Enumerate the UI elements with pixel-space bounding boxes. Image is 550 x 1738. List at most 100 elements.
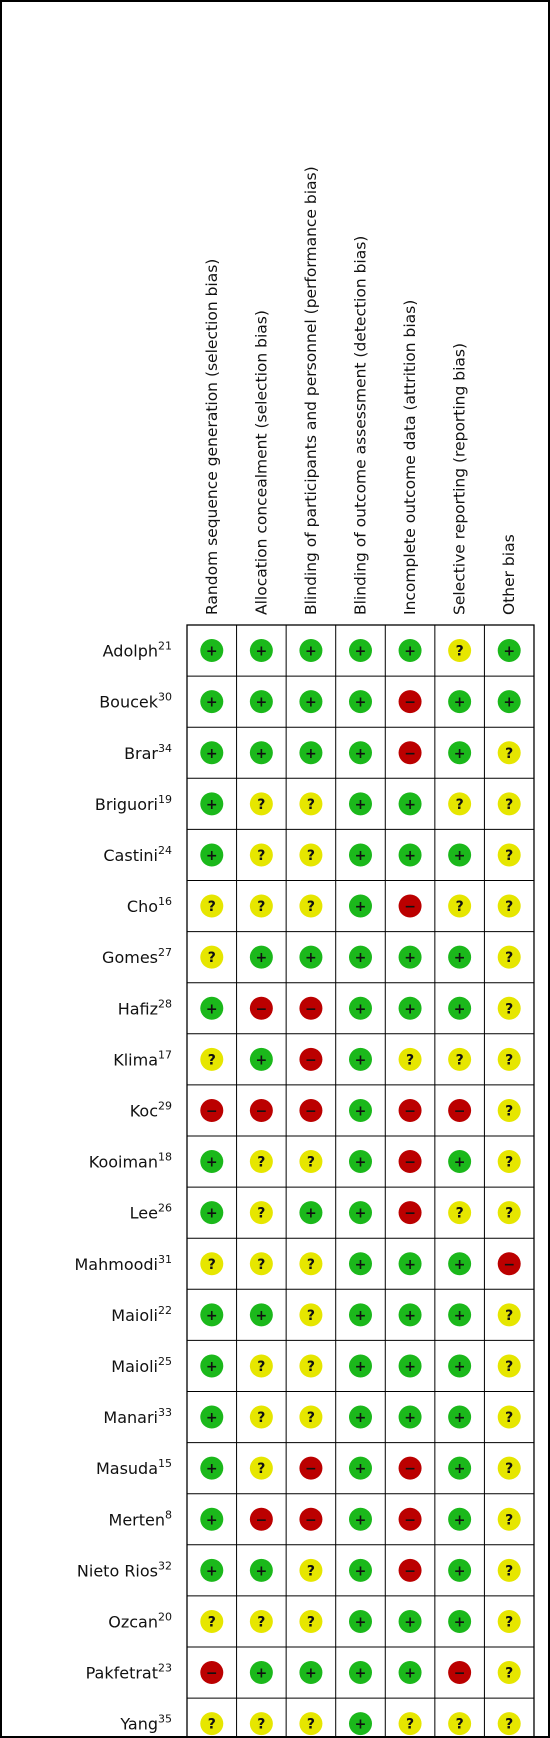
risk-symbol: + bbox=[355, 1666, 367, 1682]
risk-symbol: + bbox=[305, 1206, 317, 1222]
risk-circle bbox=[200, 945, 224, 969]
risk-mark: + bbox=[200, 690, 224, 714]
risk-mark: + bbox=[200, 741, 224, 765]
risk-symbol: ? bbox=[505, 1512, 513, 1528]
risk-symbol: + bbox=[255, 1308, 267, 1324]
risk-symbol: + bbox=[255, 950, 267, 966]
risk-symbol: − bbox=[305, 1001, 317, 1017]
risk-circle bbox=[299, 894, 323, 918]
risk-mark: − bbox=[200, 1661, 224, 1685]
risk-symbol: + bbox=[454, 1257, 466, 1273]
risk-symbol: + bbox=[454, 1308, 466, 1324]
risk-symbol: + bbox=[206, 1206, 218, 1222]
column-headers: Random sequence generation (selection bi… bbox=[203, 166, 518, 615]
grid bbox=[186, 624, 535, 1736]
risk-mark: + bbox=[299, 639, 323, 663]
risk-mark: + bbox=[398, 1661, 422, 1685]
risk-mark: ? bbox=[497, 843, 521, 867]
risk-mark: ? bbox=[497, 1098, 521, 1122]
risk-circle bbox=[200, 690, 224, 714]
study-name: Klima bbox=[113, 1050, 158, 1069]
risk-mark: + bbox=[249, 945, 273, 969]
risk-mark: ? bbox=[448, 1712, 472, 1736]
risk-symbol: + bbox=[404, 1666, 416, 1682]
risk-symbol: + bbox=[454, 1001, 466, 1017]
risk-mark: + bbox=[448, 1354, 472, 1378]
study-reference: 21 bbox=[158, 640, 172, 653]
risk-mark: ? bbox=[497, 1456, 521, 1480]
risk-symbol: ? bbox=[307, 899, 315, 915]
risk-symbol: + bbox=[454, 1461, 466, 1477]
study-reference: 28 bbox=[158, 997, 172, 1010]
risk-symbol: ? bbox=[307, 1717, 315, 1733]
risk-circle bbox=[200, 843, 224, 867]
risk-mark: − bbox=[398, 1507, 422, 1531]
risk-symbol: + bbox=[255, 644, 267, 660]
risk-circle bbox=[448, 1303, 472, 1327]
risk-mark: ? bbox=[448, 792, 472, 816]
risk-symbol: − bbox=[404, 1103, 416, 1119]
risk-circle bbox=[348, 1354, 372, 1378]
risk-circle bbox=[249, 1405, 273, 1429]
risk-circle bbox=[497, 1712, 521, 1736]
risk-symbol: + bbox=[355, 1614, 367, 1630]
risk-symbol: ? bbox=[505, 1410, 513, 1426]
risk-symbol: + bbox=[206, 797, 218, 813]
risk-circle bbox=[249, 1354, 273, 1378]
risk-mark: + bbox=[448, 690, 472, 714]
study-reference: 30 bbox=[158, 691, 172, 704]
risk-symbol: ? bbox=[257, 1359, 265, 1375]
risk-symbol: + bbox=[355, 848, 367, 864]
risk-symbol: ? bbox=[505, 1666, 513, 1682]
risk-circle bbox=[348, 1661, 372, 1685]
risk-symbol: + bbox=[206, 746, 218, 762]
risk-mark: ? bbox=[448, 894, 472, 918]
risk-circle bbox=[200, 894, 224, 918]
risk-mark: + bbox=[448, 843, 472, 867]
risk-mark: + bbox=[348, 996, 372, 1020]
risk-mark: + bbox=[299, 1201, 323, 1225]
risk-symbol: + bbox=[404, 1308, 416, 1324]
risk-mark: ? bbox=[497, 1609, 521, 1633]
risk-mark: + bbox=[398, 1609, 422, 1633]
risk-mark: + bbox=[348, 1456, 372, 1480]
risk-symbol: ? bbox=[505, 848, 513, 864]
risk-mark: ? bbox=[497, 1712, 521, 1736]
study-reference: 24 bbox=[158, 844, 172, 857]
risk-symbol: ? bbox=[456, 899, 464, 915]
risk-mark: ? bbox=[497, 741, 521, 765]
risk-mark: + bbox=[249, 1047, 273, 1071]
risk-circle bbox=[448, 1252, 472, 1276]
risk-circle bbox=[200, 1456, 224, 1480]
risk-mark: + bbox=[398, 792, 422, 816]
risk-circle bbox=[200, 792, 224, 816]
risk-mark: + bbox=[249, 1303, 273, 1327]
study-name: Mahmoodi bbox=[74, 1255, 158, 1274]
risk-symbol: + bbox=[404, 1614, 416, 1630]
risk-circle bbox=[497, 996, 521, 1020]
risk-circle bbox=[398, 1661, 422, 1685]
risk-circle bbox=[398, 1098, 422, 1122]
risk-circle bbox=[448, 945, 472, 969]
risk-mark: + bbox=[448, 1150, 472, 1174]
risk-mark: ? bbox=[299, 1252, 323, 1276]
risk-circle bbox=[448, 894, 472, 918]
study-label: Klima17 bbox=[113, 1048, 172, 1069]
risk-circle bbox=[200, 1098, 224, 1122]
risk-mark: + bbox=[398, 843, 422, 867]
risk-circle bbox=[249, 690, 273, 714]
risk-mark: ? bbox=[497, 894, 521, 918]
risk-symbol: + bbox=[454, 848, 466, 864]
risk-circle bbox=[299, 1047, 323, 1071]
risk-mark: ? bbox=[249, 792, 273, 816]
risk-mark: ? bbox=[200, 1609, 224, 1633]
risk-symbol: − bbox=[305, 1052, 317, 1068]
study-name: Boucek bbox=[99, 693, 159, 712]
risk-circle bbox=[299, 1303, 323, 1327]
risk-symbol: + bbox=[305, 746, 317, 762]
risk-mark: + bbox=[398, 1252, 422, 1276]
risk-circle bbox=[348, 1405, 372, 1429]
risk-mark: + bbox=[348, 1098, 372, 1122]
risk-circle bbox=[299, 741, 323, 765]
risk-symbol: ? bbox=[505, 1461, 513, 1477]
